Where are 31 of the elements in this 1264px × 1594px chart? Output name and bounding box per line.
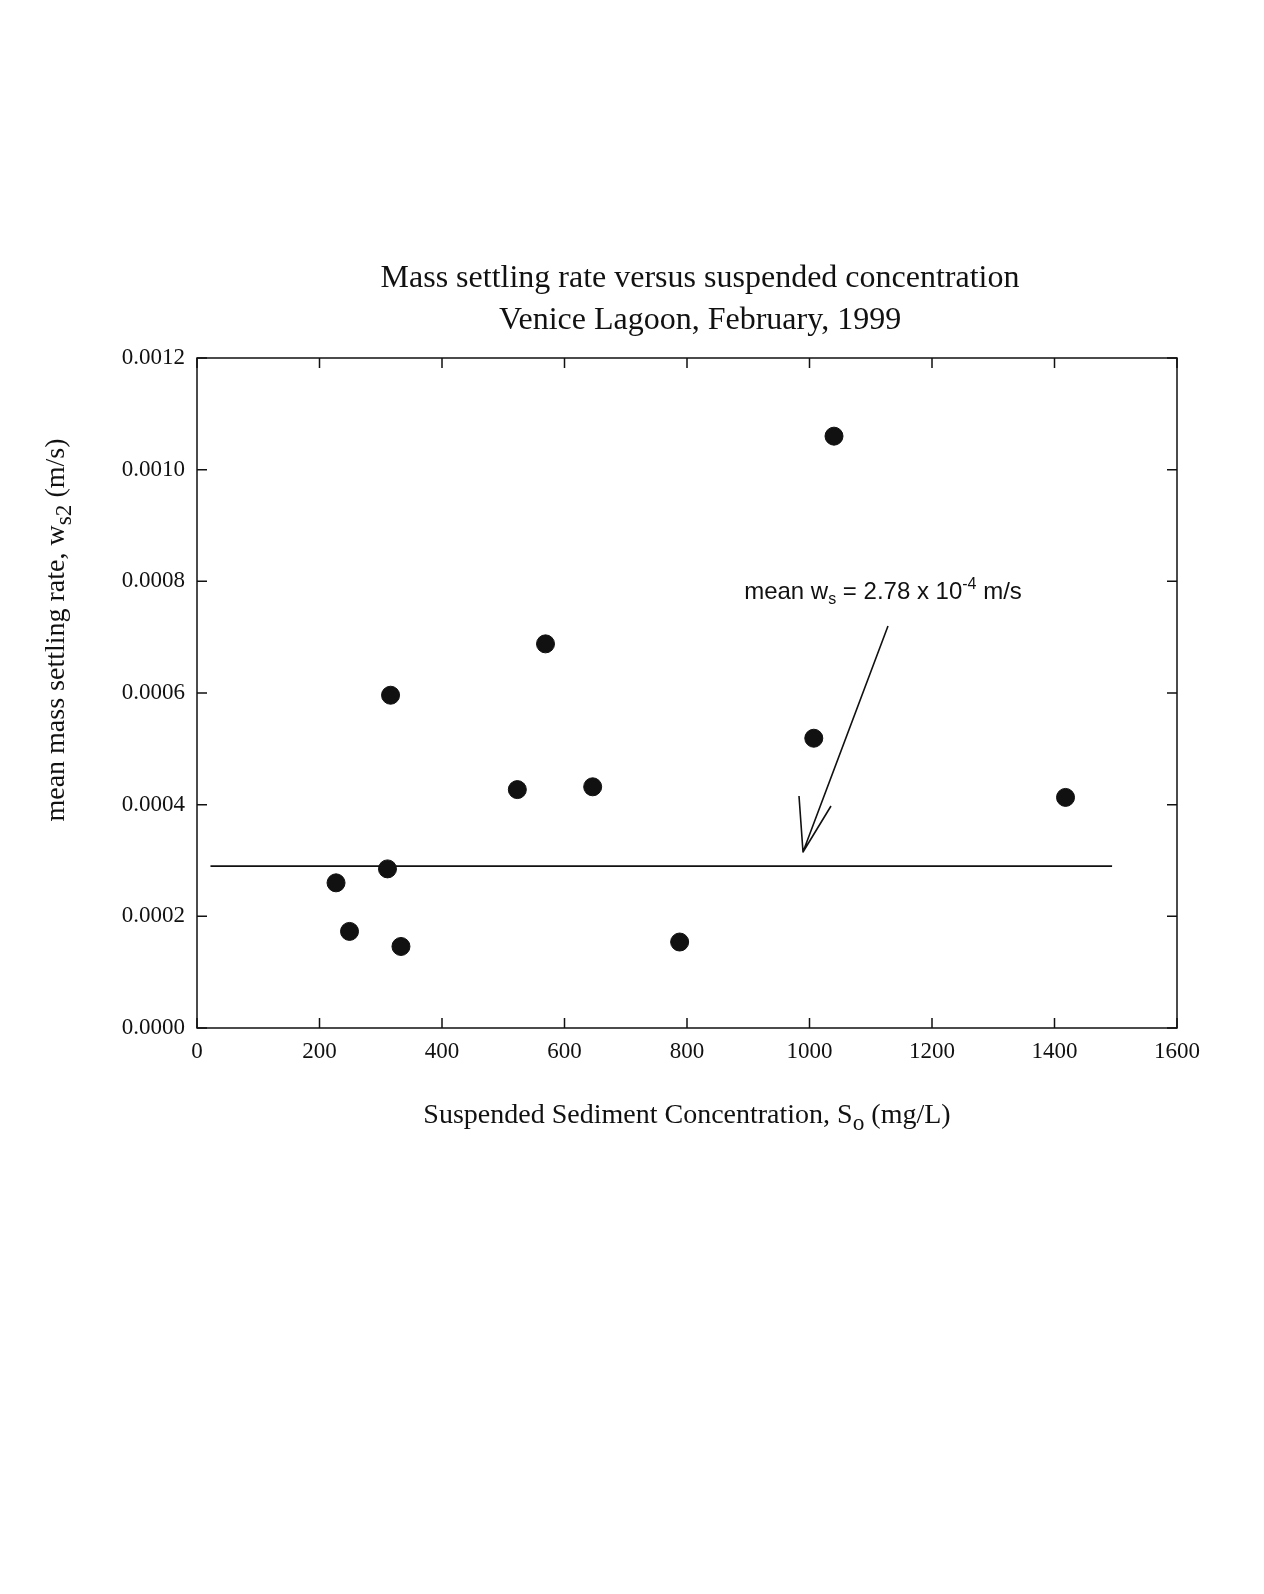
x-tick-label: 1400 — [1031, 1037, 1078, 1063]
x-tick-label: 400 — [424, 1037, 460, 1063]
point — [1056, 787, 1076, 807]
x-tick-label: 200 — [302, 1037, 337, 1063]
y-tick-label: 0.0006 — [121, 679, 185, 705]
x-tick-label: 0 — [191, 1037, 203, 1063]
chart-subtitle: Venice Lagoon, February, 1999 — [497, 299, 903, 338]
point — [377, 859, 397, 879]
point — [536, 634, 556, 654]
x-tick-label: 800 — [669, 1037, 705, 1063]
x-tick-label: 1600 — [1154, 1037, 1200, 1063]
x-axis-title: Suspended Sediment Concentration, S$_{o}$ (mg/L) — [422, 1098, 952, 1136]
point — [804, 728, 824, 748]
y-tick-label: 0.0004 — [121, 790, 186, 816]
point — [507, 780, 527, 800]
x-tick-label: 1200 — [909, 1037, 955, 1063]
x-tick-label: 600 — [547, 1037, 582, 1063]
point — [340, 921, 360, 941]
y-tick-label: 0.0012 — [121, 344, 185, 370]
y-tick-label: 0.0000 — [121, 1014, 185, 1040]
y-tick-label: 0.0010 — [121, 455, 185, 481]
y-tick-label: 0.0002 — [121, 902, 185, 928]
chart-title: Mass settling rate versus suspended concentration — [379, 257, 1021, 296]
x-tick-label: 1000 — [786, 1037, 833, 1063]
point — [391, 936, 411, 956]
point — [670, 932, 690, 952]
point — [381, 685, 401, 705]
point — [583, 777, 603, 797]
point — [824, 426, 844, 446]
y-tick-label: 0.0008 — [121, 567, 185, 593]
point — [326, 873, 346, 893]
